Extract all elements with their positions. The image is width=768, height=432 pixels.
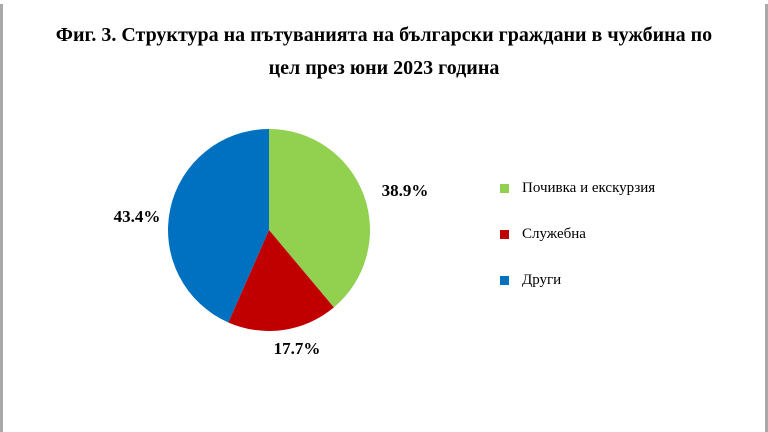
chart-title-line-2: цел през юни 2023 година xyxy=(268,57,500,79)
chart-legend: Почивка и екскурзия Служебна Други xyxy=(500,178,655,291)
pie-slice-1 xyxy=(228,230,334,331)
legend-swatch-blue-icon xyxy=(500,276,509,285)
legend-label: Почивка и екскурзия xyxy=(522,180,656,196)
legend-label: Служебна xyxy=(522,226,586,242)
pie-slice-0 xyxy=(269,129,370,308)
chart-title: Фиг. 3. Структура на пътуванията на бълг… xyxy=(10,19,758,85)
pie-chart-container xyxy=(168,129,370,331)
right-border-line xyxy=(765,4,768,432)
legend-item-drugi: Други xyxy=(500,270,655,291)
slice-label-drugi: 43.4% xyxy=(113,207,161,226)
legend-swatch-green-icon xyxy=(500,184,509,193)
legend-swatch-red-icon xyxy=(500,230,509,239)
left-border-line xyxy=(0,4,3,432)
legend-item-pochivka-i-ekskurzia: Почивка и екскурзия xyxy=(500,178,655,199)
pie-chart xyxy=(168,129,370,331)
chart-title-line-1: Фиг. 3. Структура на пътуванията на бълг… xyxy=(55,24,713,46)
pie-slice-2 xyxy=(168,129,269,323)
slice-label-sluzhebna: 17.7% xyxy=(273,339,321,358)
legend-label: Други xyxy=(522,272,562,288)
legend-item-sluzhebna: Служебна xyxy=(500,224,655,245)
slice-label-pochivka-i-ekskurzia: 38.9% xyxy=(381,181,429,200)
